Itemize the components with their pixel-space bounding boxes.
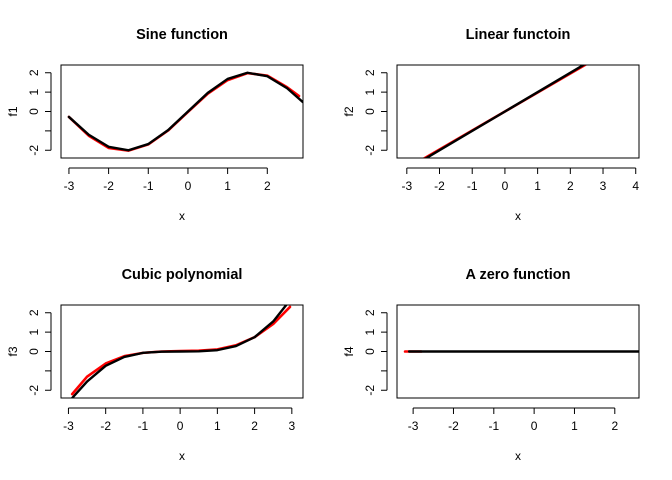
x-tick-label: -3 bbox=[63, 419, 74, 433]
y-tick-label: 2 bbox=[363, 69, 377, 76]
y-axis-label: f4 bbox=[342, 346, 356, 356]
x-tick-label: -1 bbox=[467, 179, 478, 193]
x-tick-label: 2 bbox=[264, 179, 271, 193]
plot-frame bbox=[396, 304, 640, 399]
series-group bbox=[67, 71, 303, 152]
x-tick-label: -2 bbox=[434, 179, 445, 193]
y-axis-label: f2 bbox=[342, 106, 356, 116]
y-tick-label: 0 bbox=[363, 348, 377, 355]
y-tick-label: -2 bbox=[27, 145, 41, 156]
series-group bbox=[422, 65, 588, 158]
x-tick-label: 0 bbox=[502, 179, 509, 193]
y-tick-label: 1 bbox=[27, 328, 41, 335]
x-tick-label: 4 bbox=[632, 179, 639, 193]
x-tick-label: 2 bbox=[567, 179, 574, 193]
panel-3: Cubic polynomial -3 -2 -1 0 1 2 3 x -2 0 1 2 f3 bbox=[6, 267, 304, 463]
x-tick-label: 3 bbox=[600, 179, 607, 193]
series-line-1 bbox=[67, 71, 301, 152]
x-axis-label: x bbox=[179, 209, 185, 223]
y-tick-label: 0 bbox=[27, 108, 41, 115]
series-group bbox=[70, 305, 292, 398]
panel-1: Sine function -3 -2 -1 0 1 2 x -2 0 1 2 f1 bbox=[6, 27, 304, 223]
plot-title: Cubic polynomial bbox=[122, 267, 243, 283]
x-tick-label: 1 bbox=[534, 179, 541, 193]
y-tick-label: -2 bbox=[27, 385, 41, 396]
y-tick-label: 2 bbox=[27, 69, 41, 76]
series-line-2 bbox=[424, 65, 586, 158]
x-tick-label: -1 bbox=[488, 419, 499, 433]
plot-frame bbox=[60, 64, 304, 159]
x-tick-label: -3 bbox=[408, 419, 419, 433]
y-tick-label: 2 bbox=[363, 309, 377, 316]
x-tick-label: -3 bbox=[64, 179, 75, 193]
x-axis-label: x bbox=[515, 449, 521, 463]
x-tick-label: -2 bbox=[100, 419, 111, 433]
x-tick-label: 1 bbox=[571, 419, 578, 433]
plot-title: Sine function bbox=[136, 27, 228, 43]
y-tick-label: 1 bbox=[363, 88, 377, 95]
y-tick-label: -2 bbox=[363, 145, 377, 156]
series-line-2 bbox=[70, 305, 288, 398]
x-tick-label: -2 bbox=[103, 179, 114, 193]
y-tick-label: 0 bbox=[27, 348, 41, 355]
x-tick-label: 2 bbox=[251, 419, 258, 433]
plot-frame bbox=[396, 64, 640, 159]
y-tick-label: 0 bbox=[363, 108, 377, 115]
panel-2: Linear functoin -3 -2 -1 0 1 2 3 4 x -2 0 1 2 f2 bbox=[342, 27, 640, 223]
plot-frame bbox=[60, 304, 304, 399]
x-tick-label: 0 bbox=[185, 179, 192, 193]
x-tick-label: -1 bbox=[138, 419, 149, 433]
plot-title: Linear functoin bbox=[466, 27, 571, 43]
x-tick-label: 0 bbox=[531, 419, 538, 433]
x-tick-label: 0 bbox=[177, 419, 184, 433]
y-tick-label: -2 bbox=[363, 385, 377, 396]
panel-4: A zero function -3 -2 -1 0 1 2 x -2 0 1 2 f4 bbox=[342, 267, 640, 463]
x-tick-label: -2 bbox=[448, 419, 459, 433]
y-tick-label: 1 bbox=[363, 328, 377, 335]
y-axis-label: f1 bbox=[6, 106, 20, 116]
plot-title: A zero function bbox=[466, 267, 571, 283]
x-axis-label: x bbox=[515, 209, 521, 223]
x-axis-label: x bbox=[179, 449, 185, 463]
y-tick-label: 2 bbox=[27, 309, 41, 316]
x-tick-label: 1 bbox=[224, 179, 231, 193]
x-tick-label: 1 bbox=[214, 419, 221, 433]
y-axis-label: f3 bbox=[6, 346, 20, 356]
series-line-2 bbox=[67, 71, 303, 152]
x-tick-label: -1 bbox=[143, 179, 154, 193]
x-tick-label: 2 bbox=[611, 419, 618, 433]
x-tick-label: -3 bbox=[401, 179, 412, 193]
x-tick-label: 3 bbox=[288, 419, 295, 433]
y-tick-label: 1 bbox=[27, 88, 41, 95]
